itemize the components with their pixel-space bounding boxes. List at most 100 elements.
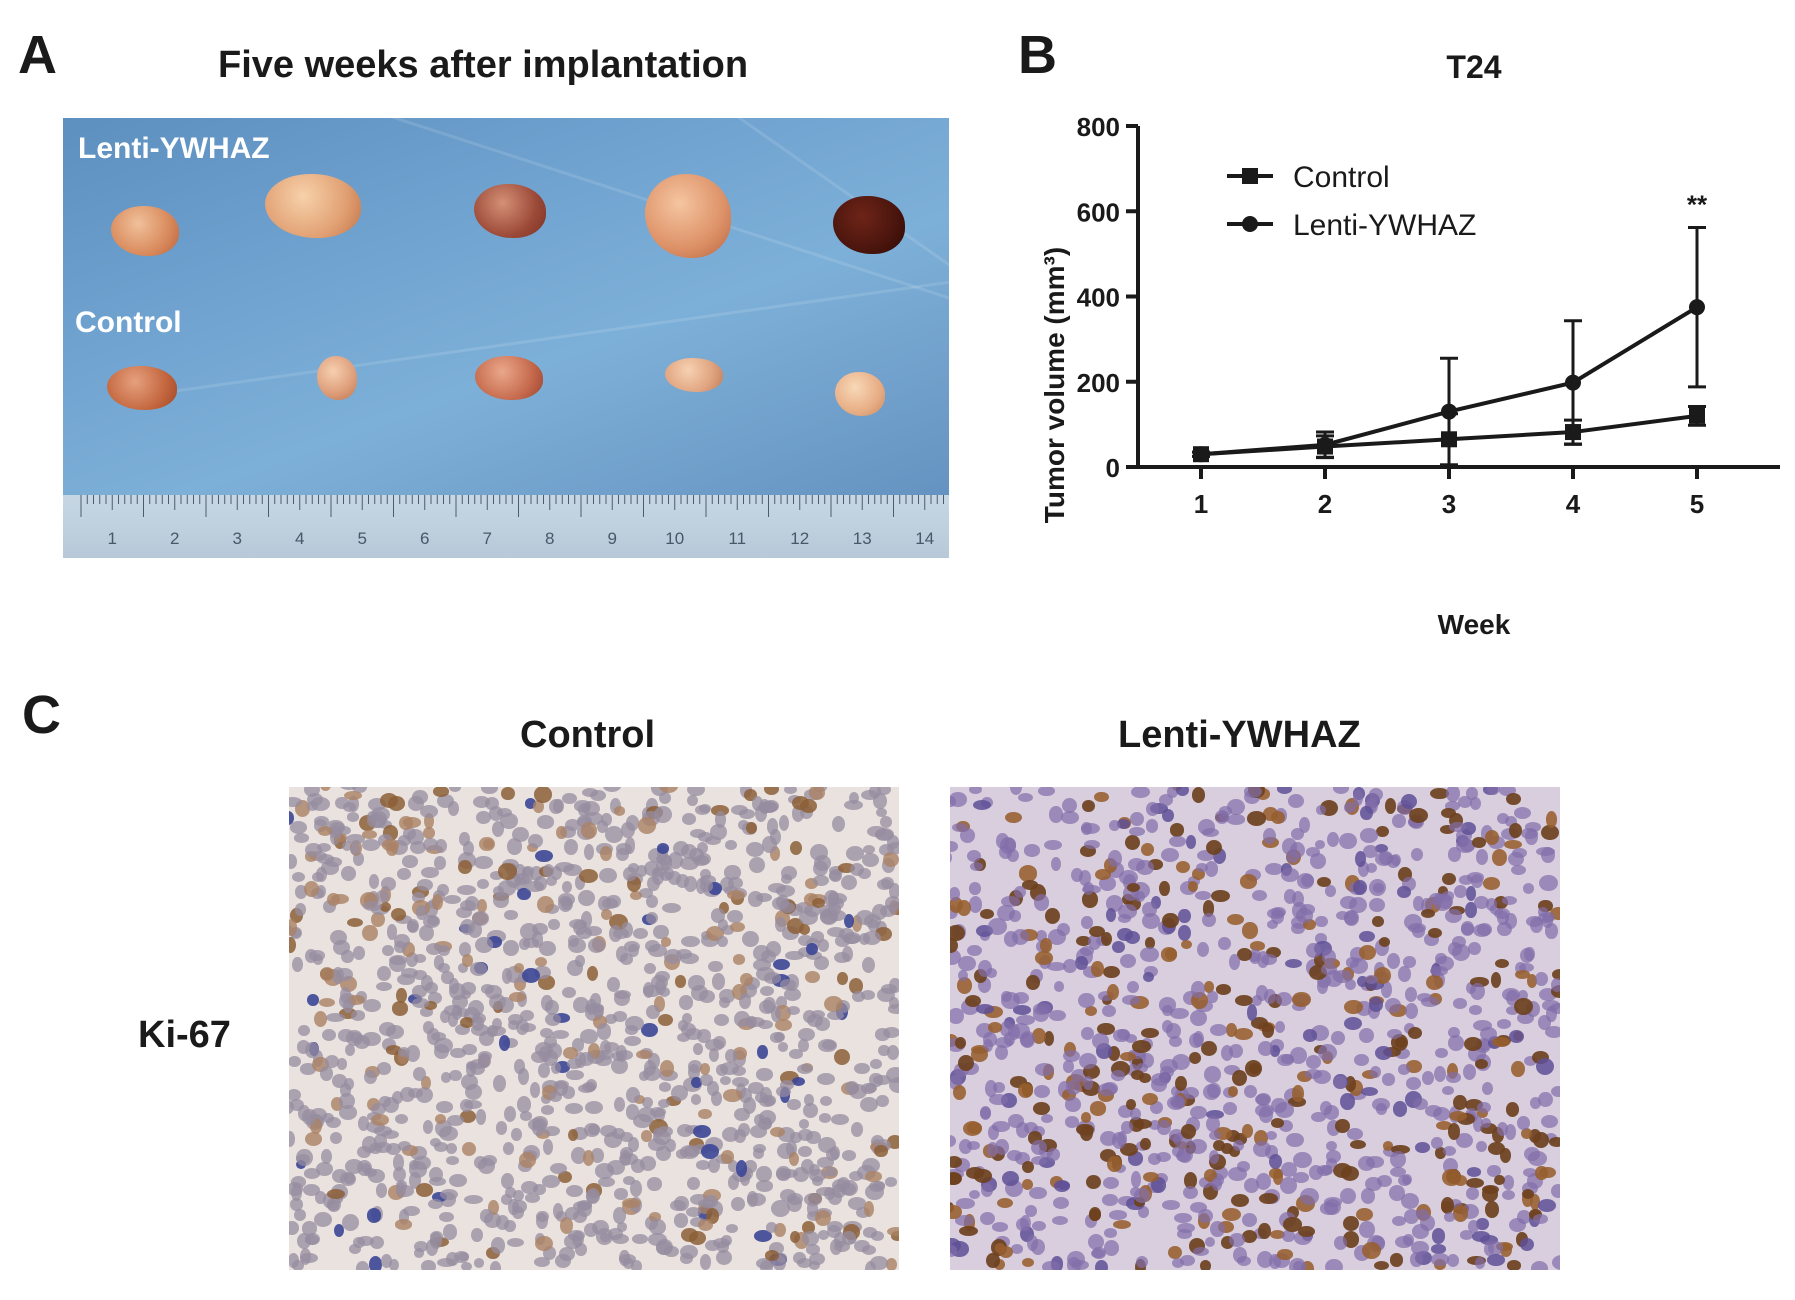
cell-nucleus xyxy=(1506,792,1522,805)
cell-nucleus xyxy=(1203,981,1215,993)
cell-nucleus xyxy=(1535,1058,1554,1076)
cell-nucleus xyxy=(950,850,953,864)
cell-nucleus xyxy=(550,865,563,881)
cell-nucleus xyxy=(422,837,438,851)
cell-nucleus xyxy=(400,1086,415,1103)
cell-nucleus xyxy=(362,924,378,942)
cell-nucleus xyxy=(1288,794,1305,808)
cell-nucleus xyxy=(991,1121,1011,1133)
cell-nucleus xyxy=(1226,1022,1238,1038)
panel-a-title: Five weeks after implantation xyxy=(218,44,749,86)
cell-nucleus xyxy=(594,1163,614,1179)
cell-nucleus xyxy=(813,854,832,871)
cell-nucleus xyxy=(1533,1214,1548,1224)
cell-nucleus xyxy=(964,994,981,1008)
cell-nucleus xyxy=(1515,970,1531,980)
cell-nucleus xyxy=(385,1143,401,1156)
cell-nucleus xyxy=(345,834,365,845)
cell-nucleus xyxy=(1085,1005,1097,1016)
cell-nucleus xyxy=(472,910,490,926)
cell-nucleus xyxy=(994,1259,1006,1270)
cell-nucleus xyxy=(681,1013,693,1025)
cell-nucleus xyxy=(1188,1051,1202,1065)
cell-nucleus xyxy=(1358,944,1377,960)
cell-nucleus xyxy=(584,1123,600,1137)
legend-marker-square xyxy=(1242,168,1258,184)
cell-nucleus xyxy=(818,1038,837,1052)
cell-nucleus xyxy=(1448,821,1467,833)
cell-nucleus xyxy=(993,1082,1006,1093)
cell-nucleus xyxy=(379,901,392,913)
cell-nucleus xyxy=(988,918,1007,936)
cell-nucleus xyxy=(987,1124,1000,1141)
cell-nucleus xyxy=(1340,1188,1357,1205)
cell-nucleus xyxy=(1304,1069,1323,1080)
cell-nucleus xyxy=(747,891,764,907)
cell-nucleus xyxy=(432,787,449,797)
cell-nucleus xyxy=(1341,1166,1360,1182)
cell-nucleus xyxy=(685,1206,702,1218)
cell-nucleus xyxy=(376,981,392,991)
cell-nucleus xyxy=(687,787,705,796)
cell-nucleus xyxy=(1222,1102,1238,1116)
cell-nucleus xyxy=(1012,1004,1032,1015)
cell-nucleus xyxy=(477,878,490,890)
cell-nucleus xyxy=(747,1082,765,1095)
cell-nucleus xyxy=(1317,1165,1332,1177)
cell-nucleus xyxy=(698,804,711,814)
cell-nucleus xyxy=(1150,1101,1163,1115)
cell-nucleus xyxy=(878,1044,890,1056)
cell-nucleus xyxy=(753,1230,772,1243)
ruler-number: 13 xyxy=(852,529,872,548)
cell-nucleus xyxy=(1178,908,1191,924)
cell-nucleus xyxy=(1289,1046,1308,1064)
cell-nucleus xyxy=(1209,1023,1227,1036)
cell-nucleus xyxy=(477,1158,495,1174)
cell-nucleus xyxy=(1142,1093,1159,1106)
cell-nucleus xyxy=(707,1080,719,1096)
cell-nucleus xyxy=(1390,1144,1410,1155)
cell-nucleus xyxy=(469,1058,488,1070)
cell-nucleus xyxy=(1381,1073,1396,1086)
cell-nucleus xyxy=(1322,948,1337,966)
cell-nucleus xyxy=(690,1094,702,1105)
cell-nucleus xyxy=(1318,1044,1337,1062)
cell-nucleus xyxy=(646,894,659,908)
cell-nucleus xyxy=(608,925,622,942)
cell-nucleus xyxy=(1116,927,1133,941)
cell-nucleus xyxy=(876,807,888,818)
cell-nucleus xyxy=(996,1198,1013,1209)
cell-nucleus xyxy=(364,1070,378,1085)
cell-nucleus xyxy=(819,1113,832,1123)
cell-nucleus xyxy=(1345,979,1357,991)
cell-nucleus xyxy=(779,814,790,831)
cell-nucleus xyxy=(1236,1255,1252,1267)
cell-nucleus xyxy=(785,950,804,961)
cell-nucleus xyxy=(1466,871,1485,883)
cell-nucleus xyxy=(493,1075,506,1093)
cell-nucleus xyxy=(1175,787,1189,796)
cell-nucleus xyxy=(1412,1097,1428,1110)
cell-nucleus xyxy=(441,971,454,984)
cell-nucleus xyxy=(465,1060,477,1071)
panel-c-letter: C xyxy=(22,685,61,745)
cell-nucleus xyxy=(735,1082,746,1100)
cell-nucleus xyxy=(339,1083,352,1097)
cell-nucleus xyxy=(682,812,697,825)
cell-nucleus xyxy=(613,806,626,817)
cell-nucleus xyxy=(300,1063,316,1075)
cell-nucleus xyxy=(467,922,483,939)
ruler-number: 2 xyxy=(170,529,180,548)
cell-nucleus xyxy=(1290,827,1304,840)
cell-nucleus xyxy=(1128,1048,1147,1059)
cell-nucleus xyxy=(1496,1121,1508,1136)
cell-nucleus xyxy=(444,894,461,905)
cell-nucleus xyxy=(1513,998,1533,1016)
x-tick-label: 5 xyxy=(1690,489,1704,519)
cell-nucleus xyxy=(376,965,392,982)
cell-nucleus xyxy=(1465,901,1477,919)
cell-nucleus xyxy=(714,810,726,828)
cell-nucleus xyxy=(753,1143,767,1153)
cell-nucleus xyxy=(771,1199,790,1217)
cell-nucleus xyxy=(1301,874,1315,888)
